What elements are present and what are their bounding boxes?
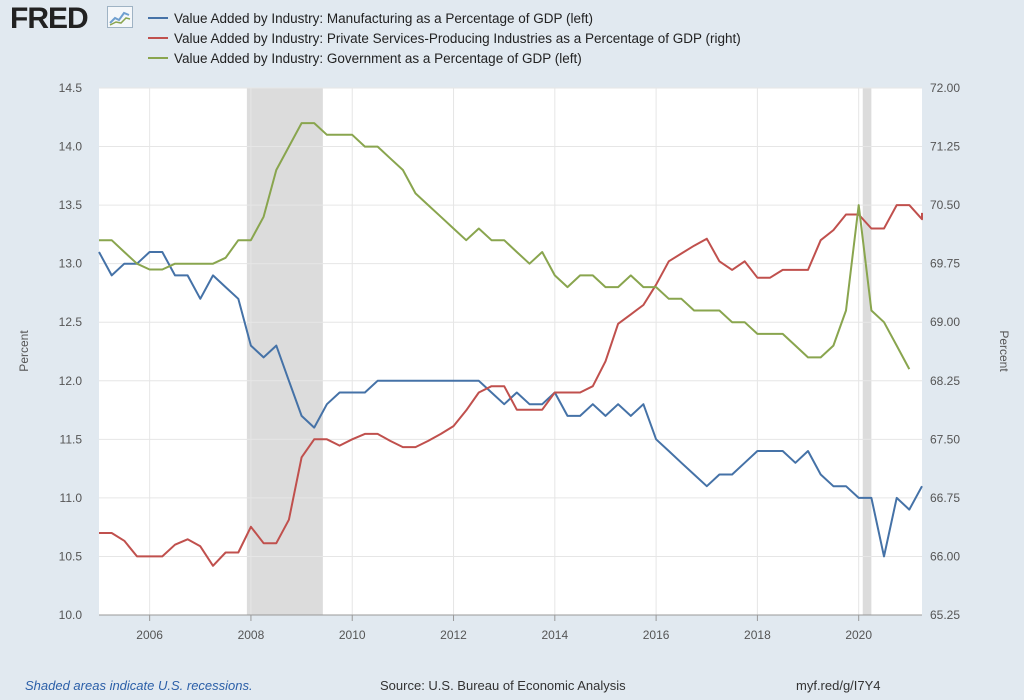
x-tick-label: 2006 bbox=[136, 628, 163, 642]
x-tick-label: 2020 bbox=[845, 628, 872, 642]
right-tick-label: 66.00 bbox=[930, 549, 960, 563]
x-tick-label: 2018 bbox=[744, 628, 771, 642]
left-tick-label: 13.5 bbox=[59, 198, 83, 212]
fred-logo[interactable]: FRED bbox=[10, 2, 89, 35]
right-axis-title: Percent bbox=[997, 330, 1011, 372]
legend-item-manufacturing[interactable]: Value Added by Industry: Manufacturing a… bbox=[148, 8, 741, 28]
x-tick-label: 2014 bbox=[541, 628, 568, 642]
left-tick-label: 10.5 bbox=[59, 549, 83, 563]
legend-label-services: Value Added by Industry: Private Service… bbox=[174, 30, 741, 46]
right-tick-label: 72.00 bbox=[930, 81, 960, 95]
x-tick-label: 2016 bbox=[643, 628, 670, 642]
gridlines bbox=[99, 87, 922, 616]
left-tick-label: 10.0 bbox=[59, 608, 83, 622]
short-url-link[interactable]: myf.red/g/I7Y4 bbox=[796, 678, 881, 693]
right-tick-label: 71.25 bbox=[930, 140, 960, 154]
legend-swatch-government bbox=[148, 57, 168, 59]
left-tick-label: 14.5 bbox=[59, 81, 83, 95]
right-tick-label: 70.50 bbox=[930, 198, 960, 212]
series-lines bbox=[98, 122, 923, 567]
legend-item-government[interactable]: Value Added by Industry: Government as a… bbox=[148, 48, 741, 68]
legend-label-manufacturing: Value Added by Industry: Manufacturing a… bbox=[174, 10, 593, 26]
legend-swatch-services bbox=[148, 37, 168, 39]
series-line-services bbox=[99, 204, 923, 567]
right-tick-label: 69.00 bbox=[930, 315, 960, 329]
x-tick-label: 2008 bbox=[238, 628, 265, 642]
right-tick-label: 65.25 bbox=[930, 608, 960, 622]
left-tick-label: 11.0 bbox=[60, 491, 83, 505]
x-tick-label: 2010 bbox=[339, 628, 366, 642]
left-tick-label: 12.5 bbox=[59, 315, 83, 329]
right-tick-label: 66.75 bbox=[930, 491, 960, 505]
recessions-note: Shaded areas indicate U.S. recessions. bbox=[25, 678, 253, 693]
recession-bands bbox=[246, 88, 872, 615]
right-tick-label: 67.50 bbox=[930, 432, 960, 446]
left-tick-label: 13.0 bbox=[59, 257, 83, 271]
axes: 10.0 10.5 11.0 11.5 12.0 12.5 13.0 13.5 14.0 14.5… bbox=[59, 81, 961, 642]
left-tick-label: 12.0 bbox=[59, 374, 83, 388]
right-tick-label: 69.75 bbox=[930, 257, 960, 271]
legend-label-government: Value Added by Industry: Government as a… bbox=[174, 50, 582, 66]
series-line-government bbox=[99, 122, 911, 370]
chart-legend: Value Added by Industry: Manufacturing a… bbox=[148, 8, 741, 68]
line-chart-icon bbox=[107, 6, 133, 28]
source-note: Source: U.S. Bureau of Economic Analysis bbox=[380, 678, 626, 693]
chart-header: FRED Value Added by Industry: Manufactur… bbox=[0, 0, 1024, 80]
legend-item-services[interactable]: Value Added by Industry: Private Service… bbox=[148, 28, 741, 48]
left-axis-title: Percent bbox=[17, 330, 31, 372]
recession-band bbox=[862, 88, 872, 615]
plot-area bbox=[99, 88, 922, 615]
left-tick-label: 14.0 bbox=[59, 140, 83, 154]
x-tick-label: 2012 bbox=[440, 628, 467, 642]
legend-swatch-manufacturing bbox=[148, 17, 168, 19]
line-chart: 10.0 10.5 11.0 11.5 12.0 12.5 13.0 13.5 14.0 14.5… bbox=[17, 81, 1011, 642]
left-tick-label: 11.5 bbox=[60, 432, 83, 446]
right-tick-label: 68.25 bbox=[930, 374, 960, 388]
